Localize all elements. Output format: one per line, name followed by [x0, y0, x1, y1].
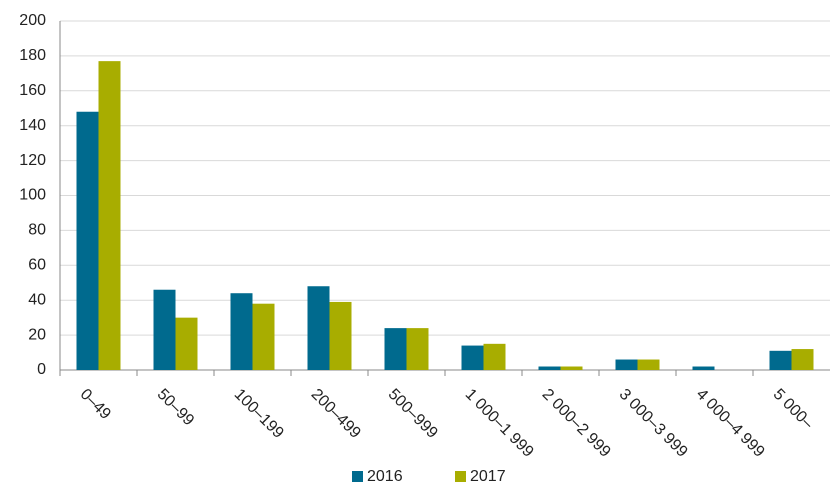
x-tick-label: 1 000–1 999 [462, 386, 537, 461]
bar [175, 317, 198, 370]
y-tick-label: 100 [19, 187, 46, 204]
bar [76, 111, 99, 371]
legend-label: 2017 [470, 468, 506, 485]
bar [406, 328, 429, 370]
bar [769, 350, 792, 370]
x-tick-label: 200–499 [308, 386, 364, 442]
y-tick-label: 180 [19, 47, 46, 64]
x-tick-label: 3 000–3 999 [616, 386, 691, 461]
y-tick-label: 0 [37, 361, 46, 378]
bar [483, 343, 506, 370]
bar [252, 303, 275, 370]
bar [692, 366, 715, 370]
bar [791, 349, 814, 370]
y-tick-label: 80 [28, 222, 46, 239]
y-tick-label: 60 [28, 257, 46, 274]
x-tick-label: 4 000–4 999 [693, 386, 768, 461]
bar [307, 286, 330, 370]
bar [153, 289, 176, 370]
x-tick-label: 50–99 [154, 386, 198, 430]
y-tick-label: 120 [19, 152, 46, 169]
bar [461, 345, 484, 370]
y-tick-label: 160 [19, 82, 46, 99]
legend-swatch [455, 471, 466, 482]
y-tick-label: 40 [28, 291, 46, 308]
bar [230, 293, 253, 370]
bar [560, 366, 583, 370]
x-tick-label: 100–199 [231, 386, 287, 442]
y-tick-label: 20 [28, 326, 46, 343]
legend-label: 2016 [367, 468, 403, 485]
y-tick-label: 200 [19, 12, 46, 29]
bar [538, 366, 561, 370]
bar [384, 328, 407, 370]
bar [98, 61, 121, 370]
x-tick-label: 0–49 [77, 386, 114, 423]
x-tick-label: 500–999 [385, 386, 441, 442]
bar [637, 359, 660, 370]
y-tick-label: 140 [19, 117, 46, 134]
legend-swatch [352, 471, 363, 482]
x-tick-label: 5 000– [770, 386, 817, 433]
bar [329, 301, 352, 370]
x-tick-label: 2 000–2 999 [539, 386, 614, 461]
bar [615, 359, 638, 370]
